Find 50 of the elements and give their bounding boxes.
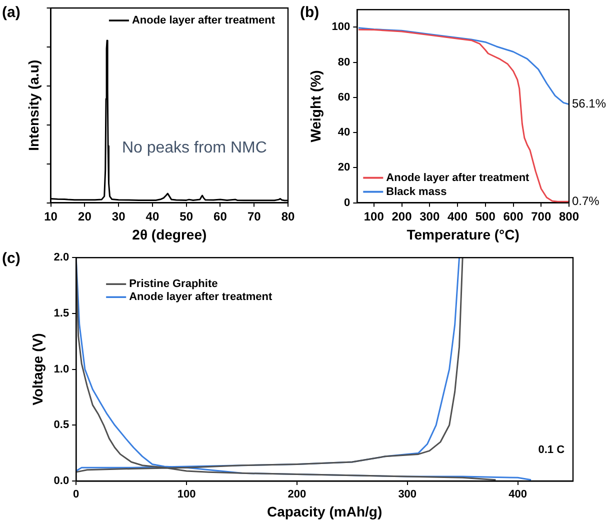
- legend-label: Black mass: [386, 186, 447, 198]
- chart-title: (a): [2, 4, 20, 21]
- x-tick-label: 500: [475, 209, 496, 224]
- x-tick-label: 80: [281, 209, 295, 224]
- chart-title: (c): [2, 250, 20, 267]
- annotation: 56.1%: [572, 96, 606, 111]
- x-tick-label: 400: [508, 488, 527, 501]
- x-tick-label: 10: [44, 209, 58, 224]
- chart-title: (b): [300, 4, 320, 21]
- x-tick-label: 60: [214, 209, 228, 224]
- x-tick-label: 200: [392, 209, 412, 224]
- y-axis-title: Weight (%): [307, 70, 324, 142]
- x-tick-label: 20: [78, 209, 92, 224]
- x-tick-label: 300: [420, 209, 440, 224]
- x-tick-label: 700: [531, 209, 552, 224]
- y-tick-label: 0: [344, 196, 350, 209]
- legend-label: Pristine Graphite: [129, 278, 218, 290]
- x-tick-label: 100: [364, 209, 384, 224]
- x-tick-label: 100: [177, 488, 196, 501]
- annotation: 0.7%: [572, 194, 600, 208]
- y-tick-label: 1.5: [54, 307, 70, 320]
- x-tick-label: 30: [112, 209, 126, 224]
- y-tick-label: 20: [338, 162, 350, 174]
- annotation: 0.1 C: [538, 444, 565, 456]
- y-tick-label: 80: [338, 56, 350, 68]
- x-axis-title: 2θ (degree): [132, 226, 207, 242]
- y-tick-label: 0.5: [54, 419, 70, 432]
- x-axis-title: Temperature (°C): [406, 226, 520, 242]
- y-tick-label: 1.0: [54, 363, 70, 376]
- x-tick-label: 400: [447, 209, 468, 224]
- x-tick-label: 300: [398, 488, 417, 501]
- y-axis-title: Voltage (V): [29, 333, 46, 406]
- x-tick-label: 200: [288, 488, 306, 501]
- y-tick-label: 2.0: [54, 252, 70, 264]
- annotation: No peaks from NMC: [122, 140, 267, 157]
- y-axis-title: Intensity (a.u): [25, 60, 42, 151]
- legend-label: Anode layer after treatment: [386, 172, 530, 184]
- y-tick-label: 60: [338, 91, 350, 104]
- y-tick-label: 40: [338, 126, 350, 139]
- x-tick-label: 70: [247, 209, 262, 224]
- x-tick-label: 50: [180, 209, 194, 224]
- legend-label: Anode layer after treatment: [132, 14, 276, 27]
- x-tick-label: 0: [73, 488, 80, 501]
- x-tick-label: 800: [558, 209, 580, 224]
- legend-label: Anode layer after treatment: [129, 291, 272, 304]
- x-axis-title: Capacity (mAh/g): [266, 503, 382, 520]
- x-tick-label: 40: [146, 209, 160, 224]
- y-tick-label: 100: [332, 21, 350, 34]
- x-tick-label: 600: [503, 209, 524, 224]
- y-tick-label: 0.0: [54, 475, 70, 488]
